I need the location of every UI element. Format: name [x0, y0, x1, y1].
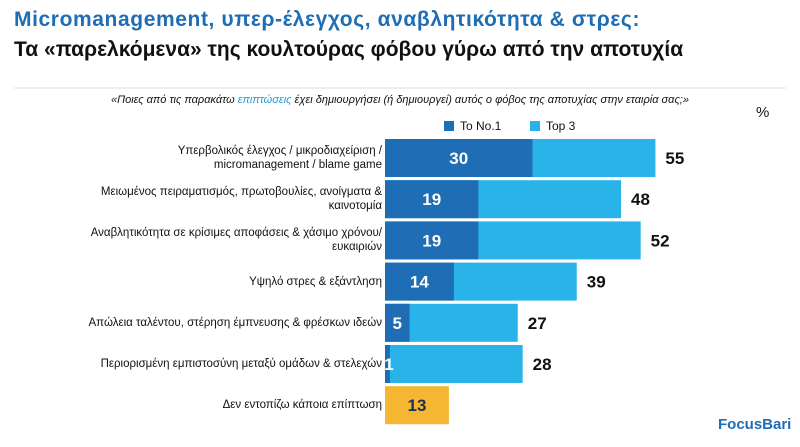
- category-label: Αναβλητικότητα σε κρίσιμες αποφάσεις & χ…: [90, 227, 382, 254]
- value-label: 30: [449, 149, 468, 168]
- value-label: 19: [422, 231, 441, 250]
- chart-subtitle: Τα «παρελκόμενα» της κουλτούρας φόβου γύ…: [14, 38, 684, 61]
- value-label: 48: [631, 190, 650, 209]
- category-label: Υψηλό στρες & εξάντληση: [249, 275, 382, 288]
- bar: [385, 345, 523, 383]
- legend-swatch: [530, 121, 540, 131]
- category-label: Απώλεια ταλέντου, στέρηση έμπνευσης & φρ…: [88, 316, 383, 329]
- unit: %: [756, 104, 770, 121]
- bar: [385, 221, 479, 260]
- bar: [385, 139, 533, 177]
- bar: [385, 386, 449, 425]
- value-label: 55: [665, 149, 684, 168]
- value-label: 1: [384, 355, 393, 374]
- bar: [385, 180, 479, 219]
- legend-label: Top 3: [546, 119, 576, 133]
- bar: [385, 262, 454, 301]
- value-label: 28: [533, 355, 552, 374]
- value-label: 14: [410, 273, 429, 292]
- value-label: 13: [407, 396, 426, 415]
- question-text: έχει δημιουργήσει (ή δημιουργεί) αυτός ο…: [291, 94, 689, 106]
- chart-title: Micromanagement, υπερ-έλεγχος, αναβλητικ…: [14, 8, 641, 31]
- value-label: 5: [393, 314, 402, 333]
- category-label: Περιορισμένη εμπιστοσύνη μεταξύ ομάδων &…: [100, 358, 382, 370]
- value-label: 27: [528, 314, 547, 333]
- value-label: 19: [422, 190, 441, 209]
- legend-label: To No.1: [460, 119, 502, 133]
- bar: [385, 345, 390, 383]
- value-label: 39: [587, 273, 606, 292]
- question-text: «Ποιες από τις παρακάτω: [111, 94, 238, 106]
- legend-swatch: [444, 121, 454, 131]
- question: «Ποιες από τις παρακάτω επιπτώσεις έχει …: [10, 94, 790, 106]
- logo: FocusBari: [718, 416, 792, 433]
- question-highlight: επιπτώσεις: [237, 94, 292, 106]
- category-label: Δεν εντοπίζω κάποια επίπτωση: [222, 399, 382, 412]
- category-label: Μειωμένος πειραματισμός, πρωτοβουλίες, α…: [100, 186, 382, 213]
- category-label: Υπερβολικός έλεγχος / μικροδιαχείριση / …: [177, 145, 382, 171]
- value-label: 52: [651, 231, 670, 250]
- bar: [385, 303, 410, 342]
